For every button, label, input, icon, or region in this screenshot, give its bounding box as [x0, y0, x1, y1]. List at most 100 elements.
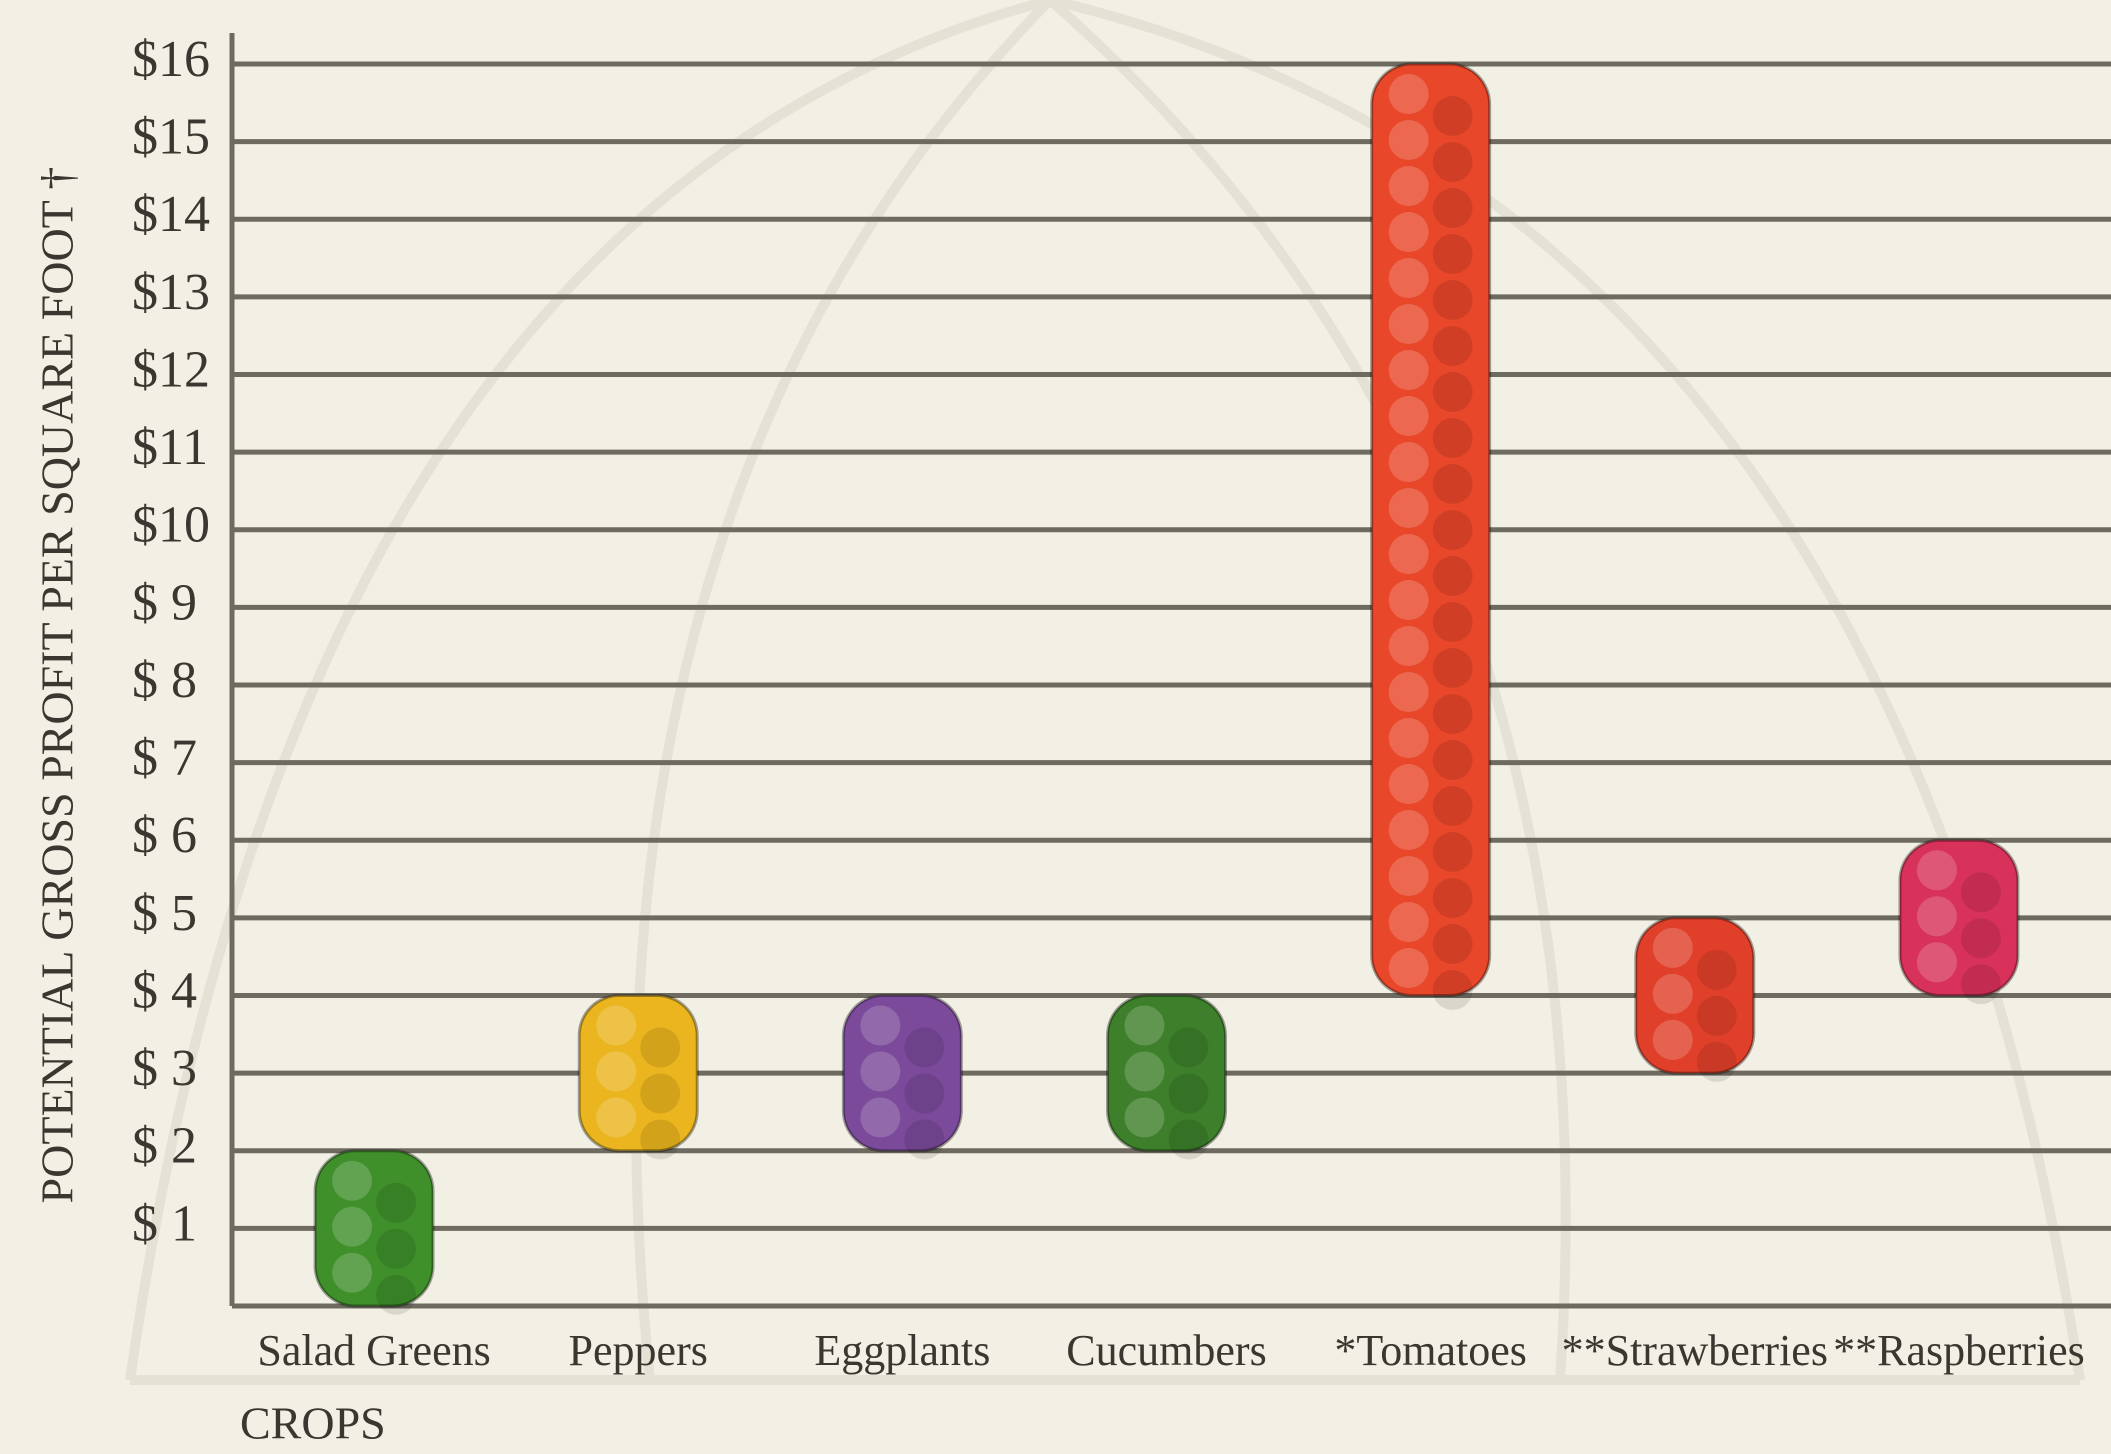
bar-decoration — [1389, 580, 1429, 620]
bar-decoration — [376, 1275, 416, 1315]
y-axis-label: POTENTIAL GROSS PROFIT PER SQUARE FOOT † — [32, 167, 83, 1204]
bar-decoration — [1169, 1120, 1209, 1160]
bar-decoration — [1653, 1020, 1693, 1060]
bar-decoration — [1389, 856, 1429, 896]
x-tick-label: **Raspberries — [1833, 1326, 2085, 1375]
bar-decoration — [1433, 740, 1473, 780]
bar-decoration — [1433, 602, 1473, 642]
bar-decoration — [1917, 896, 1957, 936]
bar-decoration — [1433, 786, 1473, 826]
bar-decoration — [1433, 372, 1473, 412]
bar-decoration — [596, 1098, 636, 1138]
x-tick-label: Eggplants — [814, 1326, 990, 1375]
bar-decoration — [904, 1028, 944, 1068]
bar-decoration — [1433, 832, 1473, 872]
y-tick-label: $ 9 — [132, 574, 197, 631]
bar-decoration — [1389, 166, 1429, 206]
bar-decoration — [1389, 810, 1429, 850]
bar-decoration — [1389, 212, 1429, 252]
bar-decoration — [1433, 326, 1473, 366]
bar-decoration — [1433, 96, 1473, 136]
bar-decoration — [1125, 1006, 1165, 1046]
bar-decoration — [1389, 626, 1429, 666]
y-tick-label: $10 — [132, 497, 210, 554]
y-tick-label: $ 2 — [132, 1118, 197, 1175]
y-tick-label: $12 — [132, 341, 210, 398]
bar-decoration — [1961, 872, 2001, 912]
bar-decoration — [1169, 1028, 1209, 1068]
x-axis-label: CROPS — [240, 1398, 386, 1449]
bar-decoration — [904, 1120, 944, 1160]
bar-decoration — [1125, 1098, 1165, 1138]
bar-decoration — [1433, 280, 1473, 320]
bar-decoration — [1917, 942, 1957, 982]
bar-decoration — [1433, 464, 1473, 504]
y-tick-label: $ 8 — [132, 652, 197, 709]
bar-decoration — [1961, 964, 2001, 1004]
bar-decoration — [1389, 120, 1429, 160]
bar-decoration — [1433, 142, 1473, 182]
bar-decoration — [1389, 764, 1429, 804]
bar-decoration — [1389, 902, 1429, 942]
bar-decoration — [1389, 258, 1429, 298]
y-tick-label: $ 5 — [132, 885, 197, 942]
bar-decoration — [1433, 970, 1473, 1010]
y-tick-label: $13 — [132, 264, 210, 321]
bar-decoration — [376, 1229, 416, 1269]
chart: POTENTIAL GROSS PROFIT PER SQUARE FOOT †… — [0, 0, 2111, 1454]
bar-decoration — [640, 1028, 680, 1068]
bar-decoration — [1433, 510, 1473, 550]
bar-decoration — [1433, 556, 1473, 596]
bar-decoration — [596, 1006, 636, 1046]
bar-decoration — [1433, 878, 1473, 918]
bar-decoration — [1697, 950, 1737, 990]
bar-decoration — [1389, 672, 1429, 712]
y-tick-label: $ 6 — [132, 807, 197, 864]
bar-decoration — [1653, 974, 1693, 1014]
bar-decoration — [1433, 418, 1473, 458]
bar-decoration — [904, 1074, 944, 1114]
x-tick-label: Salad Greens — [257, 1326, 490, 1375]
bar-decoration — [860, 1098, 900, 1138]
bar-decoration — [1125, 1052, 1165, 1092]
bar-decoration — [376, 1183, 416, 1223]
bar-decoration — [332, 1207, 372, 1247]
bar-decoration — [1389, 488, 1429, 528]
x-tick-label: Cucumbers — [1066, 1326, 1266, 1375]
bar-decoration — [860, 1052, 900, 1092]
x-tick-label: *Tomatoes — [1334, 1326, 1526, 1375]
bar-decoration — [1697, 996, 1737, 1036]
bar-decoration — [1389, 718, 1429, 758]
bar-decoration — [1389, 442, 1429, 482]
bar-decoration — [1169, 1074, 1209, 1114]
x-tick-label: **Strawberries — [1562, 1326, 1828, 1375]
bar-decoration — [1433, 694, 1473, 734]
bar-decoration — [1697, 1042, 1737, 1082]
x-tick-label: Peppers — [569, 1326, 708, 1375]
bar-decoration — [640, 1120, 680, 1160]
y-tick-label: $11 — [132, 419, 208, 476]
y-tick-label: $ 3 — [132, 1040, 197, 1097]
bar-decoration — [1917, 850, 1957, 890]
bar-decoration — [1433, 188, 1473, 228]
bar-decoration — [1433, 648, 1473, 688]
bar-decoration — [1653, 928, 1693, 968]
bar-decoration — [1389, 948, 1429, 988]
y-tick-label: $ 7 — [132, 730, 197, 787]
y-tick-label: $16 — [132, 31, 210, 88]
y-tick-label: $ 4 — [132, 962, 197, 1019]
bar-decoration — [1961, 918, 2001, 958]
bar-decoration — [1433, 234, 1473, 274]
bar-decoration — [332, 1253, 372, 1293]
bar-decoration — [1389, 396, 1429, 436]
bar-decoration — [1389, 74, 1429, 114]
bar-decoration — [332, 1161, 372, 1201]
y-tick-label: $ 1 — [132, 1195, 197, 1252]
bar-decoration — [1389, 304, 1429, 344]
bar-decoration — [1389, 534, 1429, 574]
bar-decoration — [1389, 350, 1429, 390]
bar-decoration — [1433, 924, 1473, 964]
bar-decoration — [640, 1074, 680, 1114]
bar-decoration — [596, 1052, 636, 1092]
y-tick-label: $14 — [132, 186, 210, 243]
